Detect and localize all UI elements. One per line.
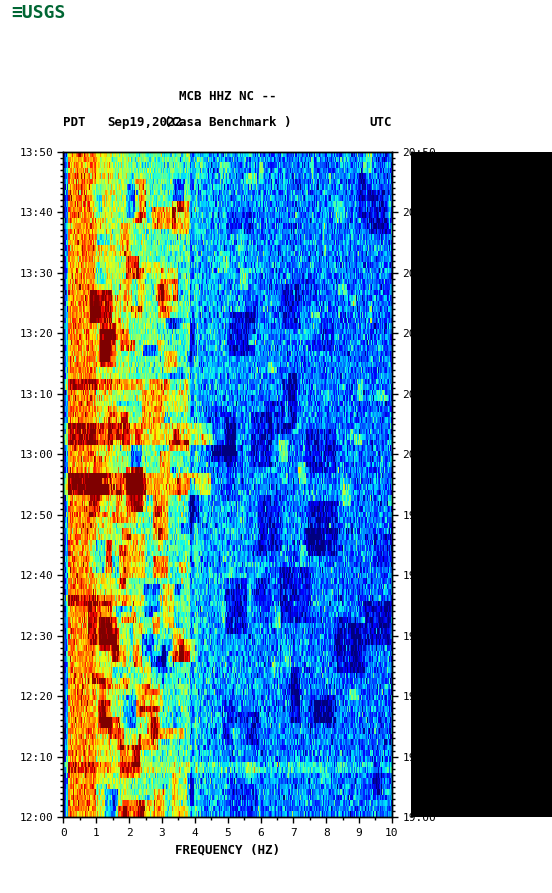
Text: MCB HHZ NC --: MCB HHZ NC --	[179, 89, 277, 103]
Text: (Casa Benchmark ): (Casa Benchmark )	[164, 116, 291, 129]
Text: UTC: UTC	[369, 116, 392, 129]
X-axis label: FREQUENCY (HZ): FREQUENCY (HZ)	[175, 843, 280, 856]
Text: Sep19,2022: Sep19,2022	[108, 116, 183, 129]
Text: ≡USGS: ≡USGS	[11, 4, 66, 22]
Text: PDT: PDT	[63, 116, 86, 129]
